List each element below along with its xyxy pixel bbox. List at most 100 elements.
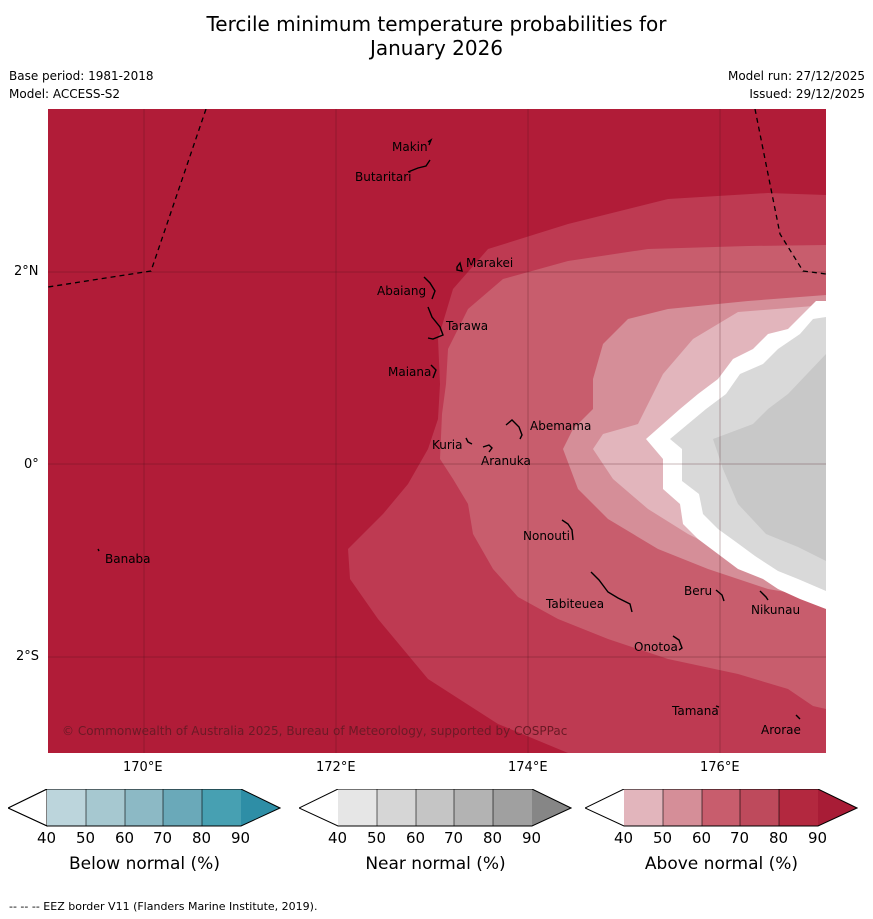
eez-border-east xyxy=(754,109,826,275)
island-maiana xyxy=(430,364,437,379)
model-name: Model: ACCESS-S2 xyxy=(9,87,121,101)
title-line-1: Tercile minimum temperature probabilitie… xyxy=(206,12,667,36)
place-label: Marakei xyxy=(466,256,513,270)
colorbar-below-extend-low xyxy=(8,789,48,827)
lat-label-2n: 2°N xyxy=(14,264,39,279)
eez-borders xyxy=(48,109,826,288)
colorbar-near-dividers xyxy=(376,789,494,826)
eez-footer-note: -- -- -- EEZ border V11 (Flanders Marine… xyxy=(9,900,318,913)
island-marakei xyxy=(456,261,463,272)
place-label: Arorae xyxy=(761,723,801,737)
colorbar-below-tick: 90 xyxy=(231,829,251,847)
colorbar-above-segment xyxy=(624,789,663,826)
place-labels: Makin Butaritari Marakei Abaiang Tarawa … xyxy=(105,140,801,737)
colorbar-near-outline xyxy=(299,789,572,827)
colorbar-near-tick: 50 xyxy=(367,829,387,847)
model-run: Model run: 27/12/2025 xyxy=(727,69,865,83)
colorbar-below-tick: 80 xyxy=(192,829,212,847)
colorbar-near-extend-low xyxy=(299,789,338,826)
lon-label-176: 176°E xyxy=(700,760,740,775)
colorbar-near-segment xyxy=(454,789,493,826)
map-svg: Makin Butaritari Marakei Abaiang Tarawa … xyxy=(48,109,826,753)
meta-left: Base period: 1981-2018 Model: ACCESS-S2 xyxy=(9,67,154,103)
island-kuria xyxy=(465,437,473,445)
title-line-2: January 2026 xyxy=(369,36,504,60)
island-onotoa xyxy=(672,635,683,651)
place-label: Butaritari xyxy=(355,170,412,184)
colorbar-below-extend-high xyxy=(241,789,280,826)
island-tamana xyxy=(715,705,720,708)
colorbar-near-tick: 70 xyxy=(444,829,464,847)
island-nonouti xyxy=(561,519,574,541)
islands xyxy=(97,138,801,720)
lon-label-172: 172°E xyxy=(316,760,356,775)
colorbar-below-tick: 60 xyxy=(115,829,135,847)
place-label: Tamana xyxy=(671,704,719,718)
colorbar-above-label: Above normal (%) xyxy=(644,854,799,874)
place-label: Banaba xyxy=(105,552,151,566)
island-banaba xyxy=(97,548,100,552)
colorbar-near-tick: 90 xyxy=(522,829,542,847)
place-label: Maiana xyxy=(388,365,431,379)
colorbar-near-label: Near normal (%) xyxy=(365,854,506,874)
colorbar-above-segment xyxy=(663,789,702,826)
chart-title: Tercile minimum temperature probabilitie… xyxy=(0,12,873,60)
colorbar-above-tick: 40 xyxy=(614,829,634,847)
gridlines xyxy=(48,109,826,753)
colorbar-above-outline xyxy=(585,789,858,827)
place-label: Abaiang xyxy=(377,284,426,298)
island-arorae xyxy=(795,714,801,720)
place-label: Nikunau xyxy=(751,603,800,617)
colorbar-above-tick: 60 xyxy=(692,829,712,847)
colorbar-near-segment xyxy=(493,789,532,826)
colorbar-below xyxy=(8,789,281,827)
colorbar-near xyxy=(299,789,572,827)
colorbar-below-dividers xyxy=(85,789,203,826)
colorbar-above-extend-high xyxy=(818,789,857,826)
colorbar-above xyxy=(585,789,858,827)
lon-label-174: 174°E xyxy=(508,760,548,775)
colorbar-below-segment xyxy=(47,789,86,826)
colorbar-below-segment xyxy=(125,789,163,826)
colorbar-below-segment xyxy=(202,789,241,826)
place-label: Tabiteuea xyxy=(545,597,604,611)
colorbar-near-tick: 60 xyxy=(406,829,426,847)
colorbar-below-outline xyxy=(8,789,281,827)
place-label: Makin xyxy=(392,140,428,154)
colorbar-near-segment xyxy=(338,789,377,826)
island-abaiang xyxy=(423,276,436,300)
place-label: Kuria xyxy=(432,438,463,452)
colorbar-above-tick: 80 xyxy=(769,829,789,847)
colorbar-above-segment xyxy=(740,789,779,826)
colorbar-near-segment xyxy=(377,789,416,826)
colorbar-below-label: Below normal (%) xyxy=(69,854,220,874)
colorbar-below-tick: 50 xyxy=(76,829,96,847)
colorbar-below-segment xyxy=(163,789,202,826)
colorbar-above-segment xyxy=(779,789,818,826)
colorbar-above-extend-low xyxy=(585,789,624,826)
copyright-text: © Commonwealth of Australia 2025, Bureau… xyxy=(62,724,568,738)
island-nikunau xyxy=(759,590,769,601)
colorbar-below-tick: 40 xyxy=(37,829,57,847)
map-area[interactable]: Makin Butaritari Marakei Abaiang Tarawa … xyxy=(48,109,826,753)
lat-label-0: 0° xyxy=(24,457,39,472)
colorbar-below-segment xyxy=(86,789,125,826)
island-tabiteuea xyxy=(590,571,633,613)
colorbar-above-tick: 90 xyxy=(808,829,828,847)
near-70-region xyxy=(713,354,826,561)
colorbar-near-tick: 40 xyxy=(328,829,348,847)
island-tarawa xyxy=(427,306,444,340)
colorbar-near-extend-high xyxy=(532,789,571,826)
lon-label-170: 170°E xyxy=(123,760,163,775)
lat-label-2s: 2°S xyxy=(16,649,40,664)
place-label: Aranuka xyxy=(481,454,531,468)
place-label: Tarawa xyxy=(445,319,488,333)
island-beru xyxy=(715,589,725,602)
place-label: Nonouti xyxy=(523,529,570,543)
colorbar-above-tick: 70 xyxy=(730,829,750,847)
place-label: Abemama xyxy=(530,419,591,433)
colorbar-above-tick: 50 xyxy=(653,829,673,847)
eez-border-west xyxy=(48,109,207,288)
base-period: Base period: 1981-2018 xyxy=(9,69,154,83)
meta-right: Model run: 27/12/2025 Issued: 29/12/2025 xyxy=(728,67,865,103)
